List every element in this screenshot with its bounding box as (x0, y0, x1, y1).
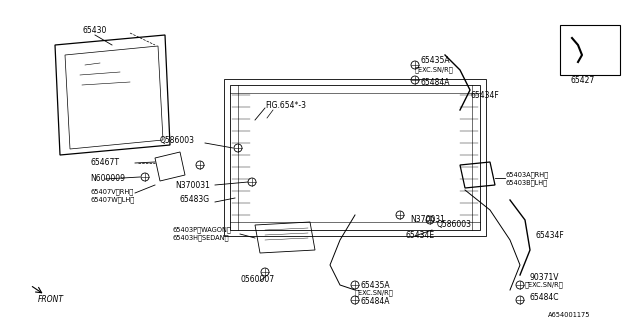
Text: 65403P〈WAGON〉: 65403P〈WAGON〉 (172, 227, 231, 233)
Text: N600009: N600009 (90, 173, 125, 182)
Text: 90371V: 90371V (530, 274, 559, 283)
Text: 0560007: 0560007 (240, 276, 274, 284)
Text: FIG.654*-3: FIG.654*-3 (265, 100, 306, 109)
Text: 65483G: 65483G (180, 196, 210, 204)
Text: Q586003: Q586003 (160, 135, 195, 145)
Text: 65434F: 65434F (535, 230, 564, 239)
Text: 65467T: 65467T (90, 157, 119, 166)
Bar (560, 25, 620, 75)
Text: 65403B〈LH〉: 65403B〈LH〉 (505, 180, 547, 186)
Text: Q586003: Q586003 (437, 220, 472, 229)
Text: 65403H〈SEDAN〉: 65403H〈SEDAN〉 (172, 235, 228, 241)
Text: 65484C: 65484C (530, 293, 559, 302)
Text: N370031: N370031 (410, 215, 445, 225)
Text: 65484A: 65484A (420, 77, 449, 86)
Text: 〈EXC.SN/R〉: 〈EXC.SN/R〉 (415, 67, 454, 73)
Text: 65403A〈RH〉: 65403A〈RH〉 (505, 172, 548, 178)
Text: 65435A: 65435A (360, 281, 390, 290)
Text: 〈EXC.SN/R〉: 〈EXC.SN/R〉 (525, 282, 564, 288)
Text: 65427: 65427 (571, 76, 595, 84)
Text: 65407V〈RH〉: 65407V〈RH〉 (90, 189, 133, 195)
Text: 65430: 65430 (83, 26, 107, 35)
Text: A654001175: A654001175 (547, 312, 590, 318)
Text: 65407W〈LH〉: 65407W〈LH〉 (90, 197, 134, 203)
Text: 〈EXC.SN/R〉: 〈EXC.SN/R〉 (355, 290, 394, 296)
Text: FRONT: FRONT (38, 295, 64, 305)
Text: 65434E: 65434E (405, 230, 434, 239)
Text: N370031: N370031 (175, 180, 210, 189)
Text: 65434F: 65434F (470, 91, 499, 100)
Text: 65435A: 65435A (420, 55, 450, 65)
Text: 65484A: 65484A (360, 297, 390, 306)
